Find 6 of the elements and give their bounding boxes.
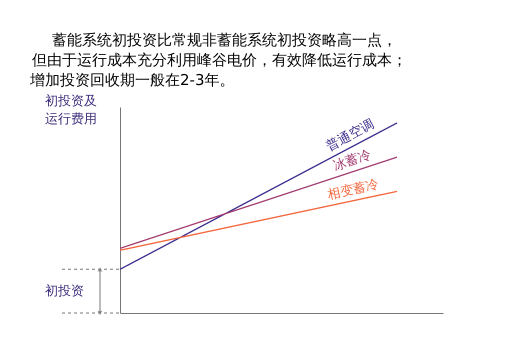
- text: 蓄能系统初投资比常规非蓄能系统初投资略高一点，: [52, 31, 397, 49]
- text: 增加投资回收期一般在2-3年。: [30, 71, 234, 89]
- y-axis-title: 初投资及运行费用: [45, 94, 97, 127]
- text: 相变蓄冷: [326, 177, 380, 203]
- annotation: 初投资: [45, 284, 84, 300]
- text: 但由于运行成本充分利用峰谷电价，有效降低运行成本；: [32, 51, 407, 69]
